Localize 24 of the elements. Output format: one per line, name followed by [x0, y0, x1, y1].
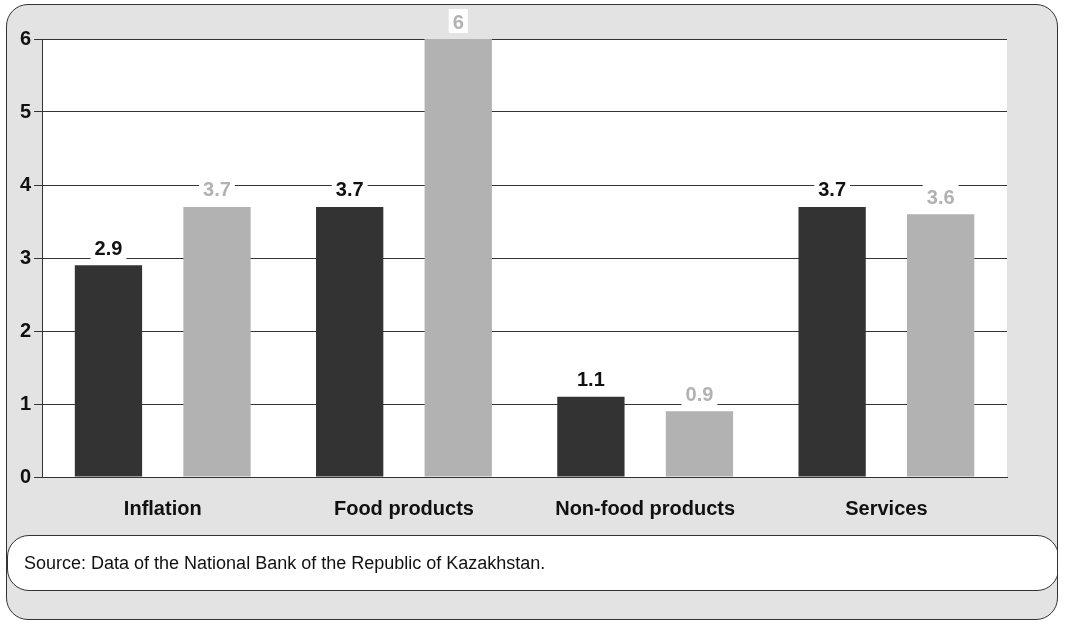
bar [424, 39, 492, 477]
bar [907, 214, 975, 477]
data-label: 2.9 [94, 236, 123, 259]
y-tick-label: 5 [20, 99, 32, 122]
x-tick-label: Non-food products [555, 496, 736, 519]
data-label: 0.9 [685, 382, 714, 405]
y-tick-label: 3 [20, 245, 32, 268]
y-tick-label: 6 [20, 26, 32, 49]
data-label: 3.7 [818, 178, 847, 201]
bar [183, 206, 251, 477]
data-label: 1.1 [576, 368, 605, 391]
y-tick-label: 2 [20, 318, 32, 341]
data-label: 3.7 [335, 178, 364, 201]
y-tick-label: 4 [20, 172, 32, 195]
source-note: Source: Data of the National Bank of the Republic of Kazakhstan. [24, 553, 546, 573]
y-tick-label: 0 [20, 464, 32, 487]
data-label: 6 [452, 10, 464, 33]
data-label: 3.6 [926, 185, 955, 208]
bar [665, 411, 734, 477]
y-tick-label: 1 [20, 391, 32, 414]
x-tick-label: Inflation [123, 496, 202, 519]
x-tick-label: Food products [333, 496, 474, 519]
x-tick-label: Services [845, 496, 928, 519]
data-label: 3.7 [203, 178, 231, 201]
